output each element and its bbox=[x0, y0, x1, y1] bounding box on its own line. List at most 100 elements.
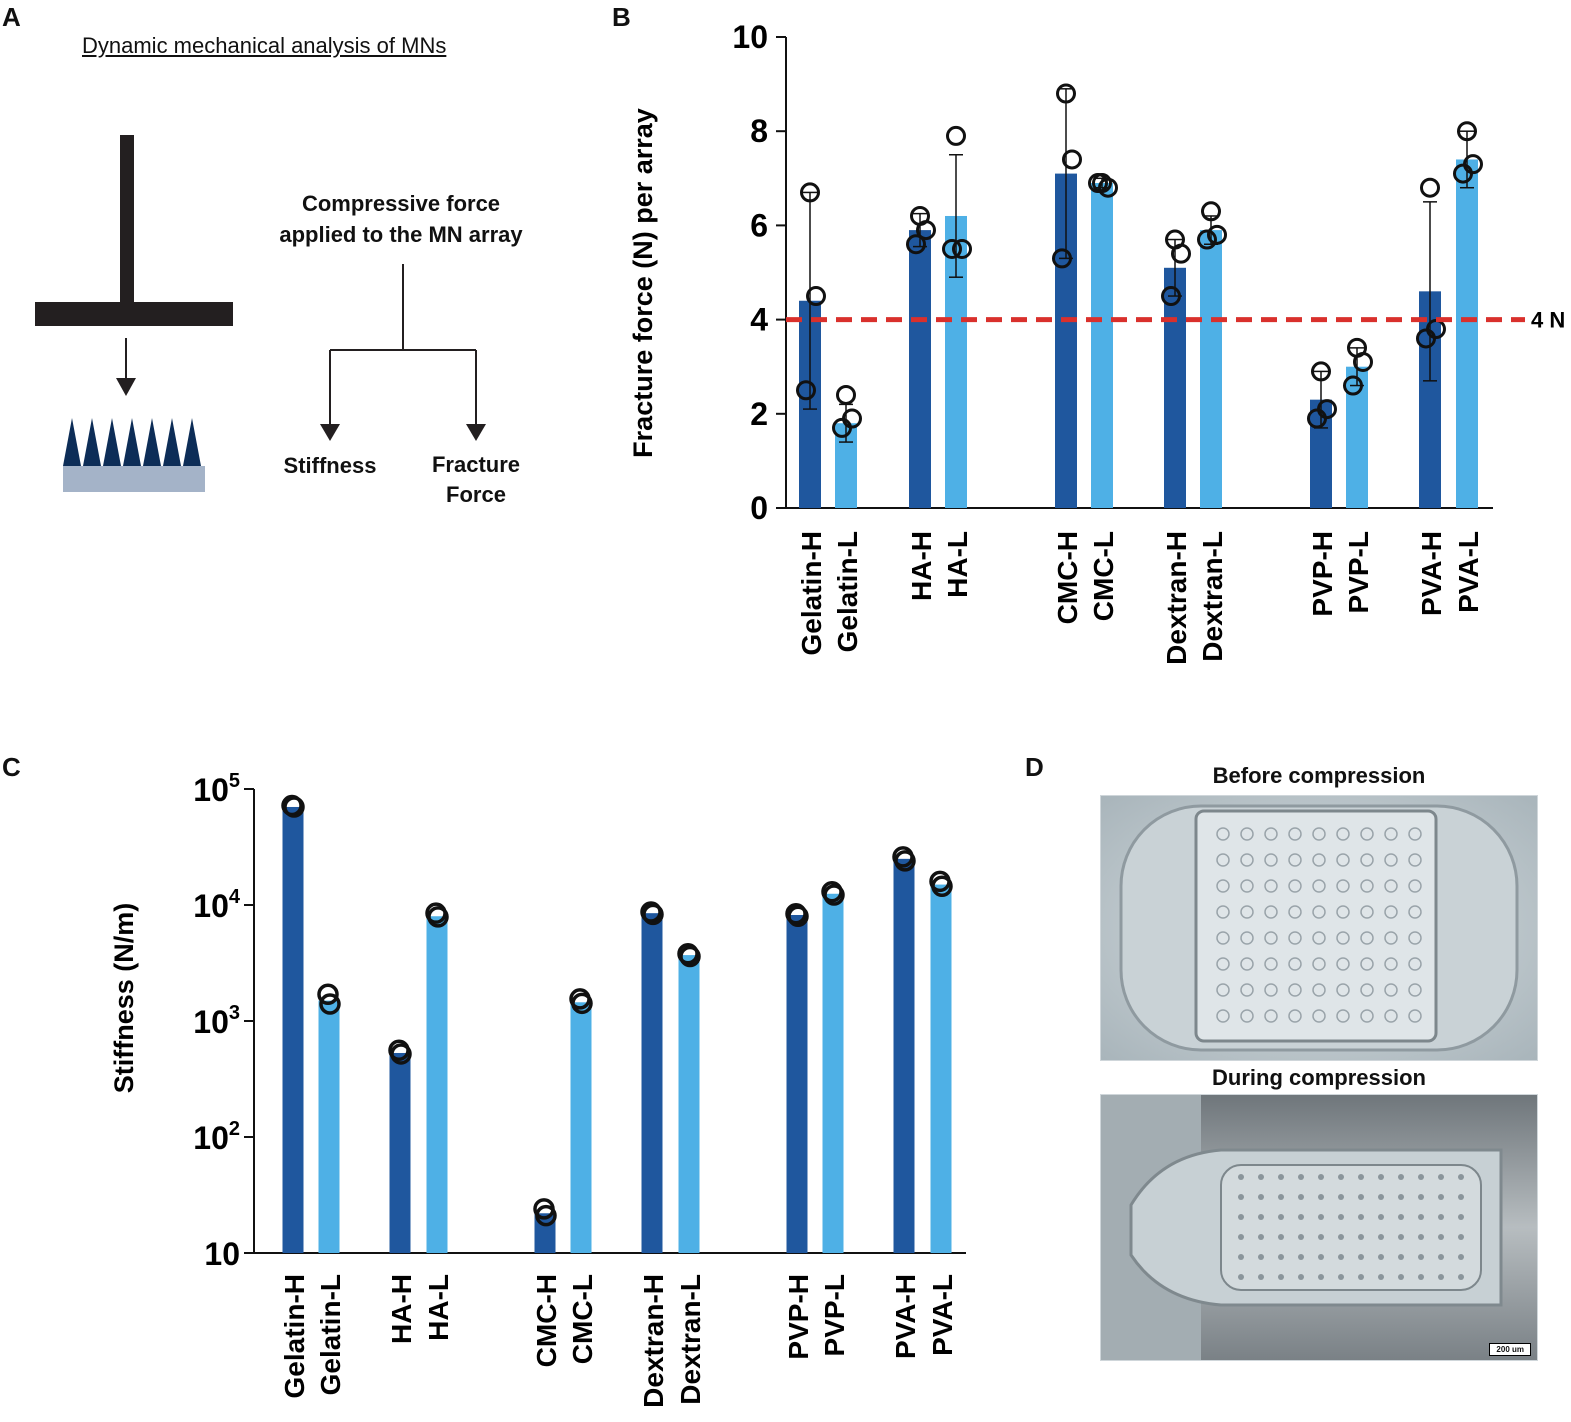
microneedle-dot bbox=[1278, 1174, 1284, 1180]
microneedle-dot bbox=[1398, 1254, 1404, 1260]
y-tick-label: 4 bbox=[750, 302, 768, 338]
data-point bbox=[952, 238, 972, 259]
mn-array-base bbox=[63, 466, 205, 492]
microneedle-dot bbox=[1358, 1194, 1364, 1200]
microneedle-dot bbox=[1278, 1274, 1284, 1280]
data-point bbox=[1197, 229, 1217, 250]
schematic-diagram bbox=[35, 135, 486, 492]
data-point bbox=[1311, 361, 1331, 382]
microneedle-dot bbox=[1398, 1234, 1404, 1240]
data-point bbox=[390, 1043, 412, 1065]
x-tick-label: Dextran-H bbox=[1161, 531, 1192, 665]
microneedle-dot bbox=[1240, 957, 1254, 971]
microneedle-dot bbox=[1378, 1234, 1384, 1240]
data-point bbox=[1088, 173, 1108, 194]
data-point bbox=[832, 417, 852, 438]
during-compression-photo: 200 um bbox=[1100, 1094, 1538, 1361]
microneedle-dot bbox=[1360, 983, 1374, 997]
microneedle-dot bbox=[1458, 1174, 1464, 1180]
x-tick-label: HA-H bbox=[386, 1274, 417, 1344]
bar bbox=[930, 884, 952, 1253]
data-point bbox=[571, 992, 593, 1015]
microneedle-dot bbox=[1264, 931, 1278, 945]
data-point bbox=[906, 234, 926, 255]
microneedle-dot bbox=[1438, 1274, 1444, 1280]
stiffness-chart: 10 102 103 104 105 Stiffness (N/m) Gelatin-H Ge… bbox=[109, 770, 966, 1408]
data-point bbox=[931, 875, 953, 898]
x-tick-label: CMC-H bbox=[531, 1274, 562, 1367]
microneedle-dot bbox=[1418, 1274, 1424, 1280]
x-tick-label: PVA-L bbox=[927, 1274, 958, 1356]
microneedle-dot bbox=[1338, 1234, 1344, 1240]
threshold-label: 4 N bbox=[1531, 308, 1565, 333]
microneedle-dot bbox=[1238, 1194, 1244, 1200]
data-point bbox=[1453, 163, 1473, 184]
mn-array-photo-before bbox=[1101, 796, 1537, 1060]
microneedle-dot bbox=[1264, 905, 1278, 919]
data-point bbox=[942, 238, 962, 259]
microneedle-dot bbox=[1240, 1009, 1254, 1023]
microneedle-dot bbox=[1278, 1234, 1284, 1240]
microneedle-dot bbox=[1298, 1234, 1304, 1240]
microneedle-dot bbox=[1384, 957, 1398, 971]
bar bbox=[426, 916, 448, 1253]
arrow-down-icon bbox=[320, 424, 340, 441]
microneedle-dot bbox=[1408, 1009, 1422, 1023]
data-point bbox=[427, 906, 449, 928]
microneedle-dot bbox=[1238, 1274, 1244, 1280]
before-compression-title: Before compression bbox=[1212, 763, 1426, 788]
microneedle-dot bbox=[1408, 905, 1422, 919]
microneedle-icons bbox=[63, 418, 201, 466]
microneedle-dot bbox=[1216, 827, 1230, 841]
microneedle-dot bbox=[1398, 1214, 1404, 1220]
bar bbox=[909, 230, 931, 509]
microneedle-dot bbox=[1216, 853, 1230, 867]
microneedle-dot bbox=[1216, 983, 1230, 997]
data-point bbox=[1457, 121, 1477, 142]
x-tick-label: HA-H bbox=[906, 531, 937, 601]
microneedle-dot bbox=[1264, 983, 1278, 997]
y-tick-label: 2 bbox=[750, 396, 768, 432]
microneedle-dot bbox=[1238, 1214, 1244, 1220]
microneedle-dot bbox=[1418, 1234, 1424, 1240]
panel-label-c: C bbox=[2, 752, 21, 782]
microneedle-dot bbox=[1240, 983, 1254, 997]
microneedle-dot bbox=[1458, 1214, 1464, 1220]
microneedle-dot bbox=[1358, 1254, 1364, 1260]
microneedle-dot bbox=[1358, 1274, 1364, 1280]
data-point bbox=[796, 380, 816, 401]
microneedle-dot bbox=[1278, 1254, 1284, 1260]
microneedle-dot bbox=[1384, 905, 1398, 919]
data-point bbox=[1062, 149, 1082, 170]
microneedle-dot bbox=[1298, 1214, 1304, 1220]
microneedle-dot bbox=[1338, 1214, 1344, 1220]
microneedle-dot bbox=[1312, 931, 1326, 945]
microneedle-dot bbox=[1336, 931, 1350, 945]
microneedle-dot bbox=[1264, 853, 1278, 867]
microneedle-dot bbox=[1336, 983, 1350, 997]
microneedle-dot bbox=[1438, 1194, 1444, 1200]
bar bbox=[1456, 159, 1478, 508]
microneedle-dot bbox=[1336, 879, 1350, 893]
microneedle-dot bbox=[1384, 879, 1398, 893]
data-point bbox=[800, 182, 820, 203]
microneedle-dot bbox=[1278, 1194, 1284, 1200]
panel-label-a: A bbox=[2, 2, 21, 32]
data-point bbox=[679, 945, 701, 968]
microneedle-dot bbox=[1418, 1214, 1424, 1220]
bar bbox=[678, 955, 700, 1253]
y-tick-label: 102 bbox=[193, 1118, 240, 1156]
data-point bbox=[1343, 375, 1363, 396]
microneedle-dot bbox=[1336, 853, 1350, 867]
microneedle-dot bbox=[1418, 1254, 1424, 1260]
microneedle-dot bbox=[1288, 957, 1302, 971]
microneedle-dot bbox=[1258, 1234, 1264, 1240]
microneedle-dot bbox=[1298, 1274, 1304, 1280]
microneedle-dot bbox=[1384, 1009, 1398, 1023]
microneedle-dot bbox=[1418, 1174, 1424, 1180]
microneedle-dot bbox=[1312, 1009, 1326, 1023]
microneedle-dot bbox=[1240, 931, 1254, 945]
microneedle-dot bbox=[1288, 879, 1302, 893]
bar bbox=[786, 914, 808, 1253]
before-compression-photo bbox=[1100, 795, 1538, 1061]
